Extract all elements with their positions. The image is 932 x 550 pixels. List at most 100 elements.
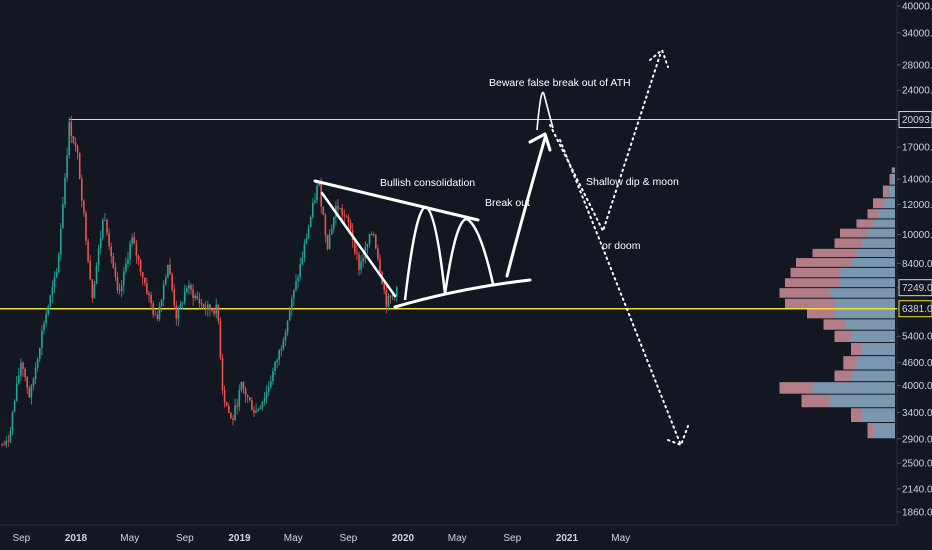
y-tick-label: 14000.0	[902, 175, 932, 186]
candle-body	[99, 237, 102, 249]
candle-body	[299, 264, 301, 278]
x-tick-label: May	[448, 533, 467, 544]
candle-body	[72, 135, 75, 143]
volume-profile-buy-bar	[840, 278, 895, 288]
volume-profile-sell-bar	[779, 382, 813, 394]
volume-profile-buy-bar	[862, 408, 895, 423]
y-tick-label: 2140.0	[902, 484, 932, 495]
volume-profile-sell-bar	[867, 209, 879, 219]
candle-body	[28, 387, 31, 398]
candle-body	[221, 357, 224, 391]
candle-body	[30, 385, 33, 398]
volume-profile-sell-bar	[867, 423, 873, 439]
y-tick-label: 3400.0	[902, 408, 932, 419]
candle-body	[135, 243, 138, 256]
candle-body	[198, 298, 201, 304]
candle-body	[93, 284, 96, 298]
volume-profile-buy-bar	[888, 185, 895, 198]
candle-body	[13, 400, 16, 412]
candle-body	[249, 397, 251, 401]
candle-body	[66, 155, 68, 178]
candle-body	[291, 298, 293, 311]
candle-body	[244, 388, 247, 396]
candle-body	[339, 208, 341, 209]
candle-body	[347, 216, 350, 223]
candle-body	[377, 248, 379, 259]
x-tick-label: 2021	[556, 533, 579, 544]
annotation-false-breakout: Beware false break out of ATH	[489, 77, 631, 89]
candle-body	[43, 323, 45, 331]
y-tick-label: 4600.0	[902, 358, 932, 369]
doom-arrowhead	[667, 425, 689, 447]
candle-body	[32, 378, 35, 386]
volume-profile-sell-bar	[856, 219, 873, 228]
candle-body	[116, 277, 119, 291]
candle-body	[236, 405, 238, 407]
candle-body	[110, 246, 112, 257]
false-breakout-spike	[536, 91, 554, 131]
candle-body	[278, 350, 280, 360]
candle-body	[282, 340, 285, 349]
candle-body	[167, 264, 169, 278]
candle-body	[160, 299, 163, 307]
candle-body	[276, 359, 278, 362]
x-tick-label: May	[120, 533, 139, 544]
candle-body	[129, 243, 131, 260]
candle-body	[83, 200, 85, 213]
candle-body	[251, 400, 253, 410]
x-tick-label: Sep	[12, 533, 30, 544]
candle-body	[133, 237, 136, 244]
volume-profile-buy-bar	[845, 319, 895, 330]
candle-body	[343, 215, 346, 217]
candle-body	[305, 238, 308, 244]
x-tick-label: Sep	[503, 533, 521, 544]
candle-body	[255, 410, 257, 413]
candle-body	[7, 440, 10, 442]
price-label-box	[898, 111, 932, 129]
candle-body	[238, 390, 241, 407]
candle-body	[11, 411, 14, 431]
volume-profile-sell-bar	[840, 228, 868, 238]
candle-body	[70, 121, 73, 136]
candle-body	[36, 358, 39, 368]
candle-body	[263, 398, 266, 402]
candle-body	[207, 304, 209, 310]
candle-body	[211, 309, 213, 311]
volume-profile-buy-bar	[891, 173, 895, 185]
candle-body	[85, 212, 87, 242]
candle-body	[272, 371, 274, 382]
doom-projection	[559, 139, 681, 444]
candle-body	[349, 222, 352, 231]
volume-profile-buy-bar	[862, 238, 895, 248]
y-tick-label: 4000.0	[902, 381, 932, 392]
candle-body	[181, 302, 184, 304]
candle-body	[183, 292, 186, 303]
volume-profile-buy-bar	[851, 330, 895, 342]
candle-body	[179, 303, 182, 310]
candle-body	[200, 303, 203, 305]
candle-body	[385, 290, 388, 307]
candle-body	[396, 287, 398, 297]
volume-profile-buy-bar	[834, 298, 895, 309]
candle-body	[337, 205, 339, 209]
y-tick-label: 40000.0	[902, 2, 932, 13]
volume-profile-sell-bar	[882, 185, 889, 198]
moon-arrowhead	[649, 48, 669, 68]
candle-body	[41, 330, 43, 348]
volume-profile-sell-bar	[889, 173, 892, 185]
candle-body	[112, 256, 115, 268]
volume-profile-sell-bar	[834, 370, 851, 382]
candle-body	[162, 284, 165, 300]
candle-body	[196, 295, 199, 299]
candle-body	[102, 220, 104, 238]
candle-body	[177, 309, 180, 319]
volume-profile-sell-bar	[796, 258, 851, 267]
candle-body	[322, 206, 325, 216]
candle-body	[213, 310, 215, 314]
candle-body	[246, 395, 249, 398]
candle-body	[173, 289, 175, 306]
y-tick-label: 12000.0	[902, 200, 932, 211]
candle-body	[284, 332, 287, 341]
candle-body	[240, 381, 243, 391]
